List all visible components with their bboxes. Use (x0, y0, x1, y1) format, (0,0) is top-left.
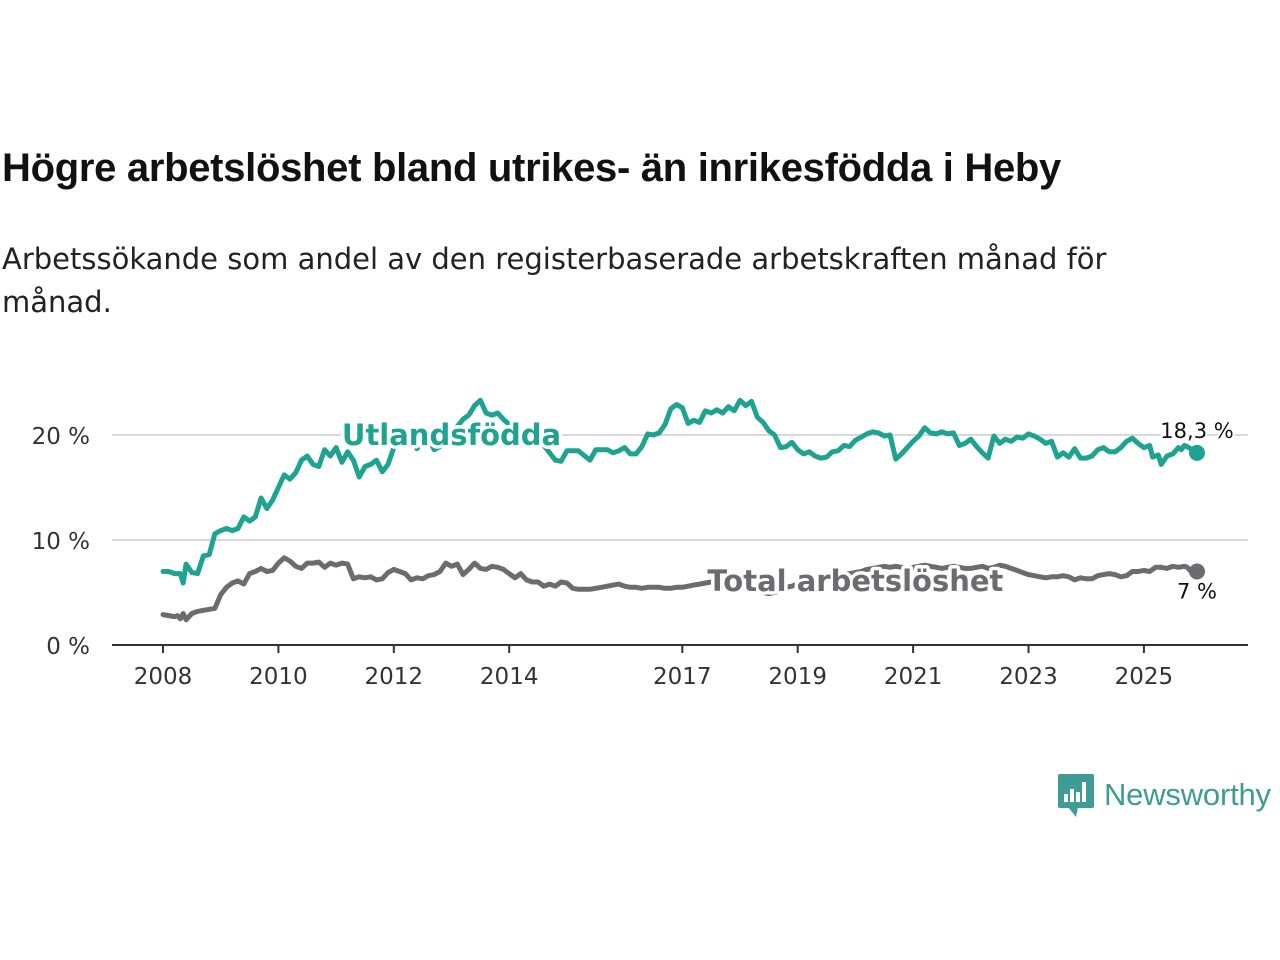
series-annotation-label: Total arbetslöshet (707, 564, 1003, 598)
x-tick-label: 2023 (999, 664, 1058, 690)
series-line-utlandsfödda (160, 397, 1200, 586)
x-tick-label: 2017 (653, 664, 712, 690)
x-tick-label: 2019 (768, 664, 827, 690)
series-lines (160, 397, 1205, 623)
series-end-label: 7 % (1177, 580, 1217, 604)
newsworthy-logo-icon (1058, 774, 1094, 817)
axes: 0 % 10 % 20 % 2008 2010 2012 2014 2017 2019 2021 2… (32, 424, 1248, 690)
x-tick-label: 2014 (480, 664, 539, 690)
brand[interactable]: Newsworthy (1058, 772, 1271, 818)
series-annotation-label: Utlandsfödda (342, 418, 561, 452)
series-end-marker (1189, 444, 1205, 461)
x-tick-label: 2008 (134, 664, 193, 690)
y-tick-label: 0 % (46, 634, 90, 660)
x-tick-label: 2010 (249, 664, 308, 690)
series-line-total-arbetslöshet (160, 555, 1200, 623)
chart-subtitle: Arbetssökande som andel av den registerb… (2, 242, 1107, 319)
y-tick-label: 10 % (32, 529, 90, 555)
series-end-label: 18,3 % (1160, 419, 1233, 443)
labels: 18,3 % 7 % Utlandsfödda Total arbetslöshet (338, 415, 1235, 606)
x-tick-label: 2012 (365, 664, 424, 690)
gridlines (112, 434, 1248, 541)
x-tick-label: 2025 (1115, 664, 1174, 690)
x-tick-label: 2021 (884, 664, 943, 690)
brand-name: Newsworthy (1104, 777, 1271, 812)
y-tick-label: 20 % (32, 424, 90, 450)
chart-title: Högre arbetslöshet bland utrikes- än inr… (2, 146, 1062, 190)
series-end-marker (1189, 563, 1205, 580)
line-chart: 0 % 10 % 20 % 2008 2010 2012 2014 2017 2019 2021 2… (32, 397, 1248, 690)
